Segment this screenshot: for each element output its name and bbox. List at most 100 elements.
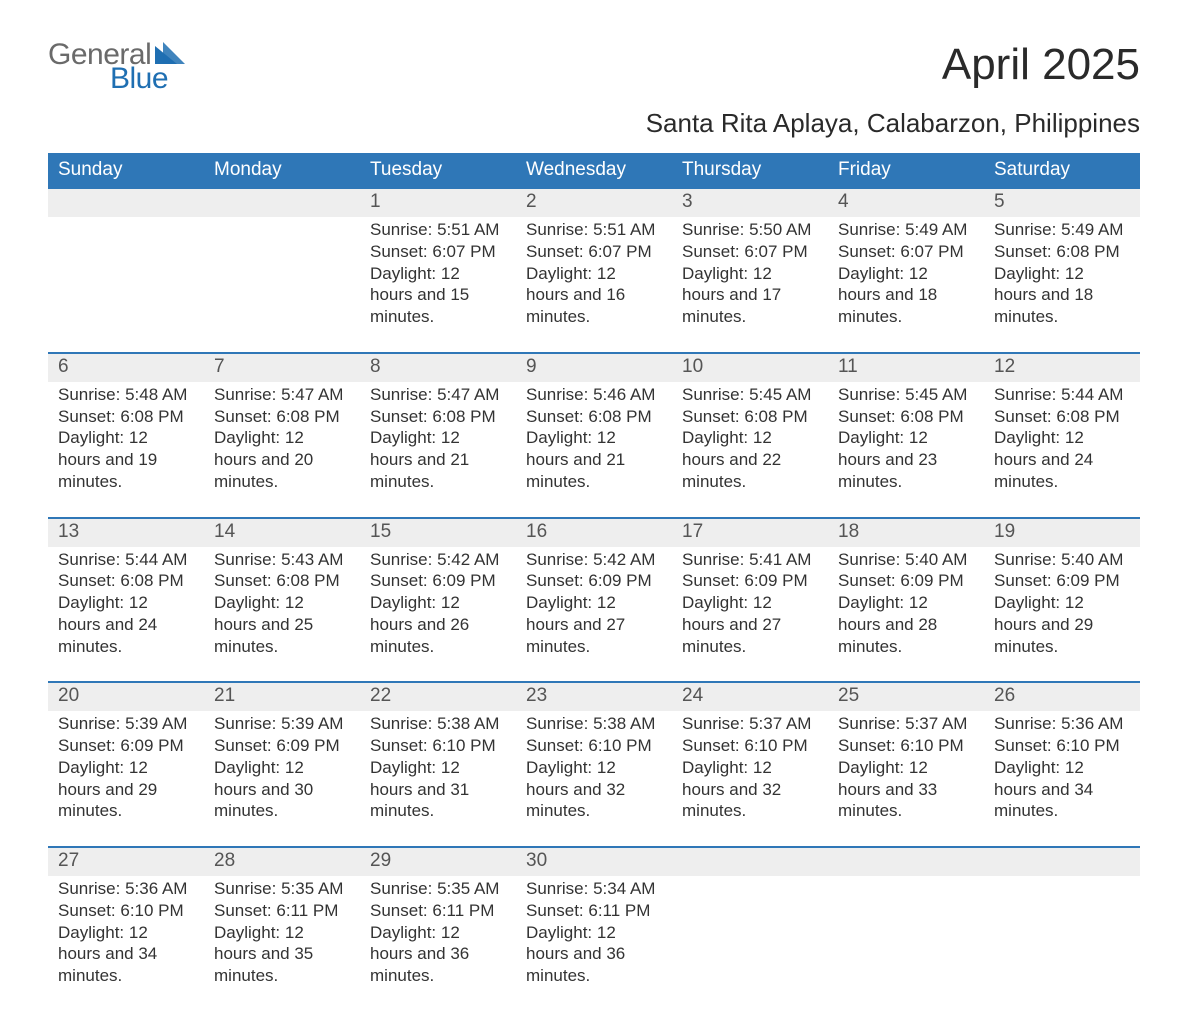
day-cell: Sunrise: 5:44 AMSunset: 6:08 PMDaylight:…	[984, 382, 1140, 495]
title-block: April 2025 Santa Rita Aplaya, Calabarzon…	[646, 40, 1140, 139]
day-number: 14	[204, 519, 360, 547]
day-cell: Sunrise: 5:37 AMSunset: 6:10 PMDaylight:…	[672, 711, 828, 824]
sunrise-line: Sunrise: 5:49 AM	[838, 219, 974, 241]
daylight-line: Daylight: 12 hours and 36 minutes.	[370, 922, 506, 987]
day-cell: Sunrise: 5:39 AMSunset: 6:09 PMDaylight:…	[48, 711, 204, 824]
calendar-table: SundayMondayTuesdayWednesdayThursdayFrid…	[48, 153, 1140, 989]
sunset-line: Sunset: 6:08 PM	[838, 406, 974, 428]
day-cell: Sunrise: 5:44 AMSunset: 6:08 PMDaylight:…	[48, 547, 204, 660]
day-number: 19	[984, 519, 1140, 547]
day-number: 29	[360, 848, 516, 876]
day-number	[672, 848, 828, 876]
day-content-row: Sunrise: 5:51 AMSunset: 6:07 PMDaylight:…	[48, 217, 1140, 330]
day-number: 25	[828, 683, 984, 711]
daylight-line: Daylight: 12 hours and 28 minutes.	[838, 592, 974, 657]
day-number-row: 27282930	[48, 848, 1140, 876]
weekday-header: Friday	[828, 153, 984, 189]
sunrise-line: Sunrise: 5:38 AM	[370, 713, 506, 735]
sunrise-line: Sunrise: 5:51 AM	[526, 219, 662, 241]
day-number: 27	[48, 848, 204, 876]
day-number: 15	[360, 519, 516, 547]
day-number: 10	[672, 354, 828, 382]
day-number: 6	[48, 354, 204, 382]
daylight-line: Daylight: 12 hours and 34 minutes.	[58, 922, 194, 987]
brand-line2: Blue	[110, 64, 185, 94]
daylight-line: Daylight: 12 hours and 31 minutes.	[370, 757, 506, 822]
sunset-line: Sunset: 6:08 PM	[994, 241, 1130, 263]
sunrise-line: Sunrise: 5:44 AM	[58, 549, 194, 571]
weekday-header: Tuesday	[360, 153, 516, 189]
day-number: 4	[828, 189, 984, 217]
daylight-line: Daylight: 12 hours and 25 minutes.	[214, 592, 350, 657]
sunrise-line: Sunrise: 5:41 AM	[682, 549, 818, 571]
sunrise-line: Sunrise: 5:46 AM	[526, 384, 662, 406]
daylight-line: Daylight: 12 hours and 21 minutes.	[526, 427, 662, 492]
sunrise-line: Sunrise: 5:40 AM	[994, 549, 1130, 571]
sunset-line: Sunset: 6:10 PM	[526, 735, 662, 757]
day-cell: Sunrise: 5:42 AMSunset: 6:09 PMDaylight:…	[360, 547, 516, 660]
weekday-header: Monday	[204, 153, 360, 189]
day-cell: Sunrise: 5:49 AMSunset: 6:08 PMDaylight:…	[984, 217, 1140, 330]
day-cell: Sunrise: 5:36 AMSunset: 6:10 PMDaylight:…	[48, 876, 204, 989]
daylight-line: Daylight: 12 hours and 20 minutes.	[214, 427, 350, 492]
sunset-line: Sunset: 6:07 PM	[526, 241, 662, 263]
day-number: 11	[828, 354, 984, 382]
daylight-line: Daylight: 12 hours and 33 minutes.	[838, 757, 974, 822]
sunrise-line: Sunrise: 5:35 AM	[214, 878, 350, 900]
location-subtitle: Santa Rita Aplaya, Calabarzon, Philippin…	[646, 108, 1140, 139]
day-number	[828, 848, 984, 876]
daylight-line: Daylight: 12 hours and 16 minutes.	[526, 263, 662, 328]
sunset-line: Sunset: 6:10 PM	[370, 735, 506, 757]
sunrise-line: Sunrise: 5:38 AM	[526, 713, 662, 735]
day-number: 13	[48, 519, 204, 547]
day-number-row: 6789101112	[48, 354, 1140, 382]
day-number: 28	[204, 848, 360, 876]
daylight-line: Daylight: 12 hours and 22 minutes.	[682, 427, 818, 492]
day-cell	[204, 217, 360, 330]
sunset-line: Sunset: 6:08 PM	[370, 406, 506, 428]
day-cell	[828, 876, 984, 989]
daylight-line: Daylight: 12 hours and 26 minutes.	[370, 592, 506, 657]
daylight-line: Daylight: 12 hours and 24 minutes.	[58, 592, 194, 657]
day-cell: Sunrise: 5:51 AMSunset: 6:07 PMDaylight:…	[360, 217, 516, 330]
weekday-header: Saturday	[984, 153, 1140, 189]
day-number: 26	[984, 683, 1140, 711]
daylight-line: Daylight: 12 hours and 32 minutes.	[526, 757, 662, 822]
weekday-header: Wednesday	[516, 153, 672, 189]
sunrise-line: Sunrise: 5:49 AM	[994, 219, 1130, 241]
sunset-line: Sunset: 6:08 PM	[682, 406, 818, 428]
day-cell: Sunrise: 5:45 AMSunset: 6:08 PMDaylight:…	[672, 382, 828, 495]
sunset-line: Sunset: 6:10 PM	[682, 735, 818, 757]
sunset-line: Sunset: 6:07 PM	[838, 241, 974, 263]
day-content-row: Sunrise: 5:39 AMSunset: 6:09 PMDaylight:…	[48, 711, 1140, 824]
day-number: 8	[360, 354, 516, 382]
sunset-line: Sunset: 6:09 PM	[58, 735, 194, 757]
sunset-line: Sunset: 6:08 PM	[58, 570, 194, 592]
sunrise-line: Sunrise: 5:39 AM	[214, 713, 350, 735]
day-cell: Sunrise: 5:36 AMSunset: 6:10 PMDaylight:…	[984, 711, 1140, 824]
day-cell: Sunrise: 5:40 AMSunset: 6:09 PMDaylight:…	[984, 547, 1140, 660]
day-number: 17	[672, 519, 828, 547]
day-number: 12	[984, 354, 1140, 382]
day-number: 30	[516, 848, 672, 876]
day-cell: Sunrise: 5:39 AMSunset: 6:09 PMDaylight:…	[204, 711, 360, 824]
daylight-line: Daylight: 12 hours and 24 minutes.	[994, 427, 1130, 492]
sunrise-line: Sunrise: 5:47 AM	[370, 384, 506, 406]
daylight-line: Daylight: 12 hours and 27 minutes.	[682, 592, 818, 657]
sunrise-line: Sunrise: 5:51 AM	[370, 219, 506, 241]
page: General Blue April 2025 Santa Rita Aplay…	[0, 0, 1188, 1029]
day-cell: Sunrise: 5:38 AMSunset: 6:10 PMDaylight:…	[516, 711, 672, 824]
weekday-header: Sunday	[48, 153, 204, 189]
daylight-line: Daylight: 12 hours and 23 minutes.	[838, 427, 974, 492]
day-cell	[984, 876, 1140, 989]
daylight-line: Daylight: 12 hours and 29 minutes.	[994, 592, 1130, 657]
sunset-line: Sunset: 6:09 PM	[214, 735, 350, 757]
sunset-line: Sunset: 6:09 PM	[526, 570, 662, 592]
sunrise-line: Sunrise: 5:39 AM	[58, 713, 194, 735]
daylight-line: Daylight: 12 hours and 36 minutes.	[526, 922, 662, 987]
day-cell: Sunrise: 5:47 AMSunset: 6:08 PMDaylight:…	[204, 382, 360, 495]
weekday-header-row: SundayMondayTuesdayWednesdayThursdayFrid…	[48, 153, 1140, 189]
day-number: 2	[516, 189, 672, 217]
month-title: April 2025	[646, 40, 1140, 90]
day-number: 9	[516, 354, 672, 382]
